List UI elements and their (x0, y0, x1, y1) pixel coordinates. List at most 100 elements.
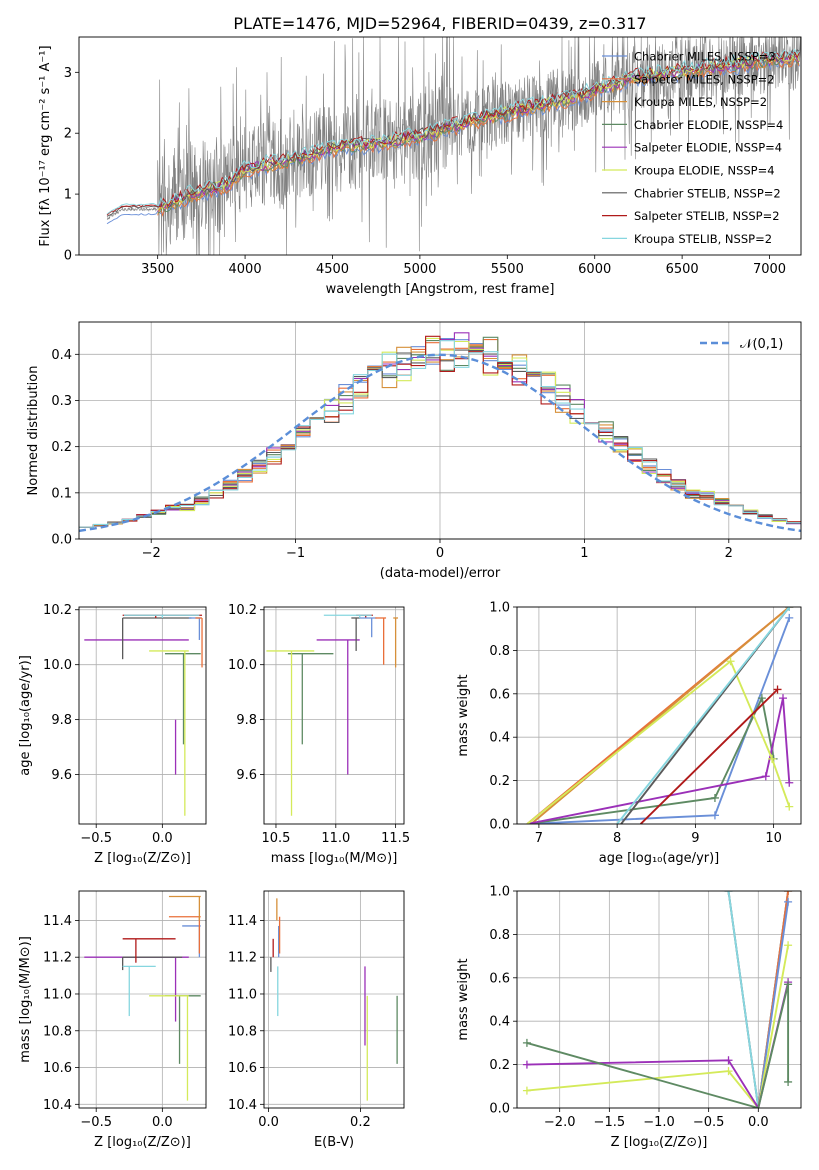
panel-mass_weight_vs_Z: −2.0 −1.5 −1.0 −0.5 0.0 0.0 0.2 0.4 0.6 0.8 1.0 Z [… (456, 885, 802, 1150)
axes-border (78, 36, 802, 256)
axes-frame: −0.5 0.0 10.4 10.6 10.8 11.0 11.2 11.4 Z [log₁₀(… (18, 890, 207, 1150)
axes-frame: 3500 4000 4500 5000 5500 6000 6500 7000 0 1 2 3 wave… (38, 36, 802, 297)
axes-frame: −0.5 0.0 9.6 9.8 10.0 10.2 Z [log₁₀(Z/Z⊙)] age … (18, 603, 207, 866)
legend-entry-label: 𝒩(0,1) (740, 337, 783, 352)
y-axis-label: age [log₁₀(age/yr)] (18, 655, 33, 776)
y-tick-label: 11.2 (43, 951, 72, 966)
x-tick-label: 5000 (403, 262, 436, 277)
point-marker (785, 607, 794, 611)
x-tick-label: −2 (142, 546, 161, 561)
grid (517, 890, 801, 1109)
plot-area (79, 332, 801, 533)
axes-border (78, 890, 207, 1109)
x-tick-label: 5500 (491, 262, 524, 277)
y-tick-label: 0.4 (51, 348, 72, 363)
point-marker (724, 891, 733, 895)
y-tick-label: 0.6 (489, 971, 510, 986)
axes-border (78, 606, 207, 825)
y-tick-label: 11.2 (228, 951, 257, 966)
y-tick-label: 10.8 (228, 1024, 257, 1039)
legend-entry-label: Salpeter ELODIE, NSSP=4 (634, 141, 782, 155)
x-tick-label: 2 (725, 546, 733, 561)
x-tick-label: 0.0 (152, 1115, 173, 1130)
axes-border (263, 890, 405, 1109)
axes-frame: −2.0 −1.5 −1.0 −0.5 0.0 0.0 0.2 0.4 0.6 0.8 1.0 Z [… (456, 885, 802, 1150)
x-tick-label: 0.0 (258, 1115, 279, 1130)
grid (264, 607, 404, 824)
point-marker (773, 685, 782, 694)
y-tick-label: 0.2 (489, 1058, 510, 1073)
panel-age_vs_mass: 10.5 11.0 11.5 9.6 9.8 10.0 10.2 mass [log₁₀(M/… (228, 603, 410, 866)
plot-area (266, 614, 399, 816)
series-line-kroupa_stelib (616, 607, 791, 824)
series-line-kroupa_miles (530, 607, 790, 824)
axes-frame: 10.5 11.0 11.5 9.6 9.8 10.0 10.2 mass [log₁₀(M/… (228, 603, 410, 866)
y-tick-label: 10.4 (43, 1098, 72, 1113)
y-axis-label: Flux [fλ 10⁻¹⁷ erg cm⁻² s⁻¹ A⁻¹] (38, 45, 53, 246)
x-tick-label: −0.5 (80, 1115, 112, 1130)
axes-frame: −2 −1 0 1 2 0.0 0.1 0.2 0.3 0.4 (data-model)/error… (26, 321, 802, 581)
y-tick-label: 10.8 (43, 1024, 72, 1039)
y-tick-label: 1 (64, 188, 72, 203)
point-marker (761, 772, 770, 781)
y-tick-label: 1.0 (489, 601, 510, 616)
y-tick-label: 0.8 (489, 644, 510, 659)
x-axis-label: (data-model)/error (380, 566, 501, 581)
x-tick-label: 0 (436, 546, 444, 561)
x-tick-label: −1.0 (643, 1115, 675, 1130)
y-tick-label: 10.4 (228, 1098, 257, 1113)
grid (79, 891, 206, 1108)
legend-entry-label: Chabrier ELODIE, NSSP=4 (634, 118, 783, 132)
point-marker (768, 754, 777, 763)
x-tick-label: 0.2 (350, 1115, 371, 1130)
point-marker (784, 1077, 793, 1086)
y-tick-label: 0.0 (489, 818, 510, 833)
point-marker (710, 793, 719, 802)
axes-border (263, 606, 405, 825)
point-marker (710, 811, 719, 820)
legend: 𝒩(0,1) (700, 337, 783, 352)
x-tick-label: 9 (691, 831, 699, 846)
y-tick-label: 0.4 (489, 1015, 510, 1030)
y-tick-label: 9.8 (236, 713, 257, 728)
panel-mass_vs_Z: −0.5 0.0 10.4 10.6 10.8 11.0 11.2 11.4 Z [log₁₀(… (18, 890, 207, 1150)
point-marker (785, 802, 794, 811)
plot-area (526, 607, 794, 824)
series-line-kroupa_elodie (526, 659, 791, 824)
legend-entry-label: Salpeter MILES, NSSP=2 (634, 72, 775, 86)
y-tick-label: 0.6 (489, 687, 510, 702)
x-axis-label: age [log₁₀(age/yr)] (599, 851, 720, 866)
point-marker (785, 613, 794, 622)
axes-border (78, 321, 802, 540)
model-spectrum-chabrier_elodie (157, 53, 800, 214)
x-tick-label: 11.0 (321, 831, 350, 846)
grid (264, 891, 404, 1108)
point-marker (724, 1067, 733, 1076)
y-tick-label: 0.4 (489, 731, 510, 746)
x-tick-label: 4000 (229, 262, 262, 277)
y-tick-label: 10.0 (228, 658, 257, 673)
x-tick-label: −1 (286, 546, 305, 561)
point-marker (784, 980, 793, 989)
y-tick-label: 0.3 (51, 394, 72, 409)
legend-entry-label: Kroupa STELIB, NSSP=2 (634, 232, 772, 246)
y-axis-label: Normed distribution (26, 366, 41, 496)
series-line-chabrier_elodie (527, 695, 775, 824)
y-tick-label: 11.0 (228, 987, 257, 1002)
axes-border (516, 890, 802, 1109)
x-axis-label: mass [log₁₀(M/M⊙)] (271, 851, 398, 866)
point-marker (522, 1086, 531, 1095)
x-tick-label: −1.5 (594, 1115, 626, 1130)
x-axis-label: Z [log₁₀(Z/Z⊙)] (94, 1135, 191, 1150)
x-tick-label: 3500 (141, 262, 174, 277)
model-spectrum-kroupa_stelib (106, 48, 800, 215)
point-marker (784, 891, 793, 895)
legend-entry-label: Kroupa MILES, NSSP=2 (634, 95, 767, 109)
x-tick-label: 0.0 (152, 831, 173, 846)
point-marker (784, 897, 793, 906)
point-marker (784, 941, 793, 950)
x-axis-label: Z [log₁₀(Z/Z⊙)] (94, 851, 191, 866)
series-line-chabrier_elodie (526, 984, 790, 1108)
y-axis-label: mass weight (456, 958, 471, 1040)
legend-entry-label: Salpeter STELIB, NSSP=2 (634, 209, 780, 223)
